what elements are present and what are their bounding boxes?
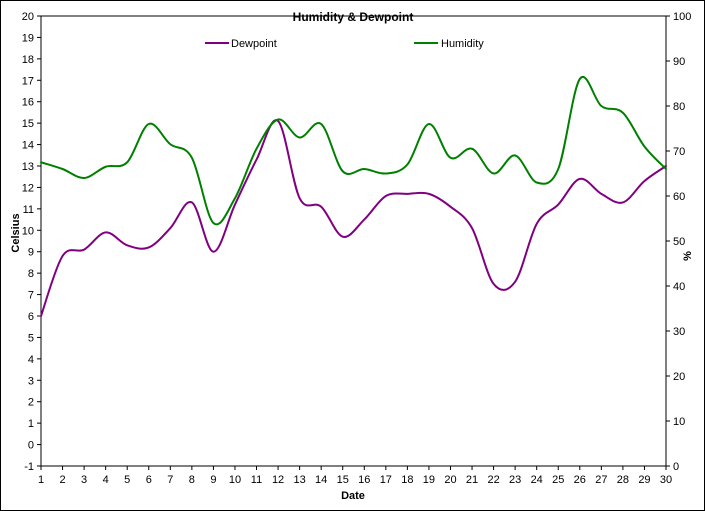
y-tick-label: 8: [28, 268, 34, 280]
y-tick-label: 10: [22, 225, 34, 237]
x-tick-label: 30: [660, 474, 672, 486]
legend-label-dewpoint: Dewpoint: [231, 38, 277, 50]
y2-tick-label: 20: [673, 371, 685, 383]
y-tick-label: 11: [23, 204, 34, 216]
x-tick-label: 24: [531, 474, 543, 486]
y2-tick-label: 100: [673, 11, 691, 23]
y2-tick-label: 90: [673, 56, 685, 68]
legend-item-humidity: Humidity: [414, 38, 484, 50]
y2-tick-label: 80: [673, 101, 685, 113]
x-tick-label: 21: [466, 474, 478, 486]
x-tick-label: 11: [251, 474, 262, 486]
x-axis-ticks: 1 2 3 4 5 6 7 8 9 10 11 12 13 14 15 16 17 18 19 20 21 22 23 24 2…: [38, 466, 672, 486]
x-tick-label: 25: [552, 474, 564, 486]
y2-tick-label: 50: [673, 236, 685, 248]
x-tick-label: 2: [59, 474, 65, 486]
y-tick-label: -1: [24, 461, 34, 473]
y-tick-label: 4: [28, 354, 34, 366]
y2-tick-label: 70: [673, 146, 685, 158]
x-axis-title: Date: [341, 490, 365, 502]
y-tick-label: 12: [22, 182, 34, 194]
y2-tick-label: 60: [673, 191, 685, 203]
series-line-dewpoint: [40, 119, 667, 317]
x-tick-label: 28: [617, 474, 629, 486]
y-tick-label: 2: [28, 397, 34, 409]
y-tick-label: 14: [22, 140, 34, 152]
y-tick-label: 3: [28, 375, 34, 387]
x-tick-label: 22: [487, 474, 499, 486]
y2-axis-title: %: [682, 251, 694, 261]
x-tick-label: 12: [272, 474, 284, 486]
x-tick-label: 23: [509, 474, 521, 486]
y2-tick-label: 40: [673, 281, 685, 293]
x-tick-label: 10: [229, 474, 241, 486]
x-tick-label: 27: [595, 474, 607, 486]
x-tick-label: 14: [315, 474, 327, 486]
y-tick-label: 16: [22, 97, 34, 109]
x-tick-label: 6: [146, 474, 152, 486]
x-tick-label: 20: [444, 474, 456, 486]
y-axis-title: Celsius: [10, 213, 22, 252]
legend-label-humidity: Humidity: [441, 38, 484, 50]
y-tick-label: 1: [28, 418, 34, 430]
x-tick-label: 9: [210, 474, 216, 486]
y-tick-label: 0: [28, 440, 34, 452]
x-tick-label: 29: [638, 474, 650, 486]
y-tick-label: 18: [22, 54, 34, 66]
y-tick-label: 17: [22, 75, 34, 87]
y-tick-label: 6: [28, 311, 34, 323]
x-tick-label: 18: [401, 474, 413, 486]
legend: Dewpoint Humidity: [205, 38, 484, 50]
y2-tick-label: 30: [673, 326, 685, 338]
legend-item-dewpoint: Dewpoint: [205, 38, 277, 50]
series-line-humidity: [40, 75, 667, 226]
y-tick-label: 19: [22, 32, 34, 44]
x-tick-label: 5: [124, 474, 130, 486]
x-tick-label: 3: [81, 474, 87, 486]
y-tick-label: 5: [28, 332, 34, 344]
x-tick-label: 13: [293, 474, 305, 486]
x-tick-label: 15: [337, 474, 349, 486]
x-tick-label: 8: [189, 474, 195, 486]
x-tick-label: 4: [103, 474, 109, 486]
x-tick-label: 26: [574, 474, 586, 486]
y2-tick-label: 0: [673, 461, 679, 473]
y2-tick-label: 10: [673, 416, 685, 428]
y-tick-label: 15: [22, 118, 34, 130]
series-layer: [40, 75, 667, 317]
x-tick-label: 16: [358, 474, 370, 486]
y-tick-label: 13: [22, 161, 34, 173]
x-tick-label: 1: [38, 474, 44, 486]
y2-axis-ticks: 0 10 20 30 40 50 60 70 80 90 100: [666, 11, 691, 473]
y-tick-label: 9: [28, 247, 34, 259]
x-tick-label: 17: [380, 474, 392, 486]
y-tick-label: 20: [22, 11, 34, 23]
y-tick-label: 7: [28, 290, 34, 302]
chart-title: Humidity & Dewpoint: [293, 10, 414, 24]
x-tick-label: 7: [167, 474, 173, 486]
x-tick-label: 19: [423, 474, 435, 486]
